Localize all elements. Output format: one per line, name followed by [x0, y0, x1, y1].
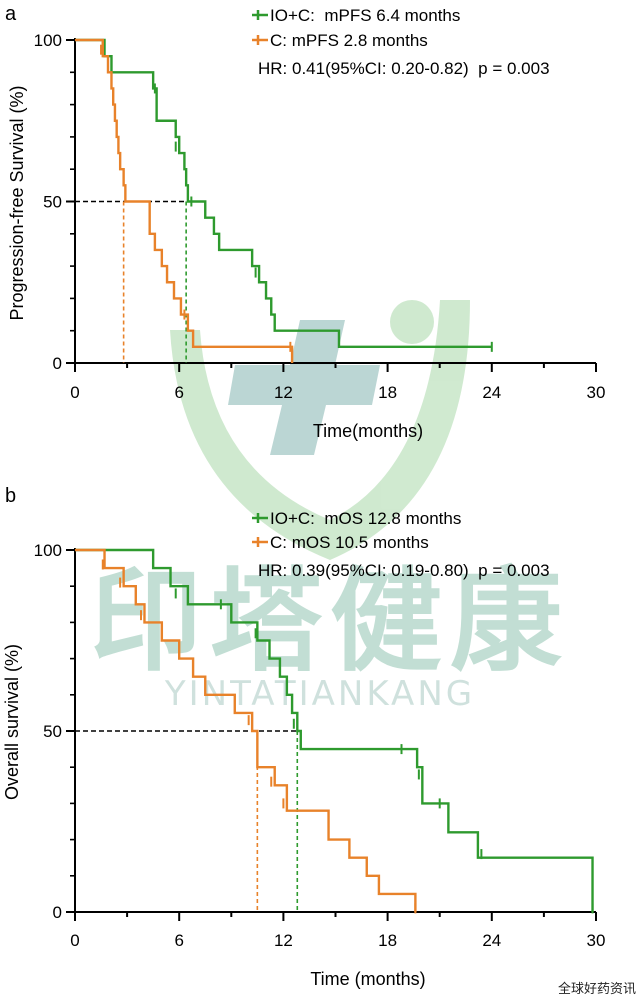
x-tick-label-a: 12	[274, 383, 293, 402]
watermark: 印塔健康 YINTATIANKANG	[90, 300, 570, 714]
x-tick-label-b: 12	[274, 931, 293, 950]
x-tick-label-b: 6	[174, 931, 183, 950]
x-tick-label-a: 6	[174, 383, 183, 402]
x-tick-label-b: 18	[378, 931, 397, 950]
source-caption: 全球好药资讯	[558, 981, 636, 996]
x-tick-label-a: 18	[378, 383, 397, 402]
x-tick-label-a: 0	[70, 383, 79, 402]
legend-entry-c-a: C: mPFS 2.8 months	[270, 31, 428, 50]
x-tick-label-a: 30	[587, 383, 606, 402]
plot-marks-b: 0 6 12 18 24 30 0 50 100	[34, 541, 606, 950]
km-curve-c-b	[75, 548, 417, 912]
panel-label-b: b	[5, 485, 16, 507]
y-tick-label-b: 100	[34, 541, 62, 560]
hr-stat-b: HR: 0.39(95%CI: 0.19-0.80) p = 0.003	[258, 561, 550, 580]
watermark-cn-text: 印塔健康	[90, 557, 570, 687]
x-tick-label-b: 24	[482, 931, 501, 950]
hr-stat-a: HR: 0.41(95%CI: 0.20-0.82) p = 0.003	[258, 59, 550, 78]
cross-leaf-logo-icon	[170, 300, 470, 560]
chart-panel-a: a 0 6 12 18 24 30 0 50 100 Progression-free Surv…	[5, 3, 605, 441]
legend-entry-io-c-b: IO+C: mOS 12.8 months	[270, 509, 461, 528]
x-tick-label-a: 24	[482, 383, 501, 402]
y-tick-label-b: 0	[53, 903, 62, 922]
legend-a: IO+C: mPFS 6.4 months C: mPFS 2.8 months…	[252, 6, 550, 78]
y-axis-label-a: Progression-free Survival (%)	[7, 85, 27, 320]
y-tick-label-a: 0	[53, 354, 62, 373]
x-axis-label-b: Time (months)	[310, 969, 425, 989]
legend-entry-io-c-a: IO+C: mPFS 6.4 months	[270, 6, 460, 25]
legend-entry-c-b: C: mOS 10.5 months	[270, 533, 429, 552]
km-curve-io-c-a	[75, 38, 492, 349]
km-curve-c-a	[75, 38, 294, 363]
x-tick-label-b: 30	[587, 931, 606, 950]
panel-label-a: a	[5, 3, 17, 25]
x-axis-label-a: Time(months)	[313, 421, 423, 441]
x-tick-label-b: 0	[70, 931, 79, 950]
y-tick-label-a: 100	[34, 31, 62, 50]
y-axis-label-b: Overall survival (%)	[2, 644, 22, 800]
y-tick-label-a: 50	[43, 193, 62, 212]
legend-b: IO+C: mOS 12.8 months C: mOS 10.5 months…	[252, 509, 550, 580]
plot-marks-a: 0 6 12 18 24 30 0 50 100	[34, 31, 606, 402]
y-tick-label-b: 50	[43, 722, 62, 741]
